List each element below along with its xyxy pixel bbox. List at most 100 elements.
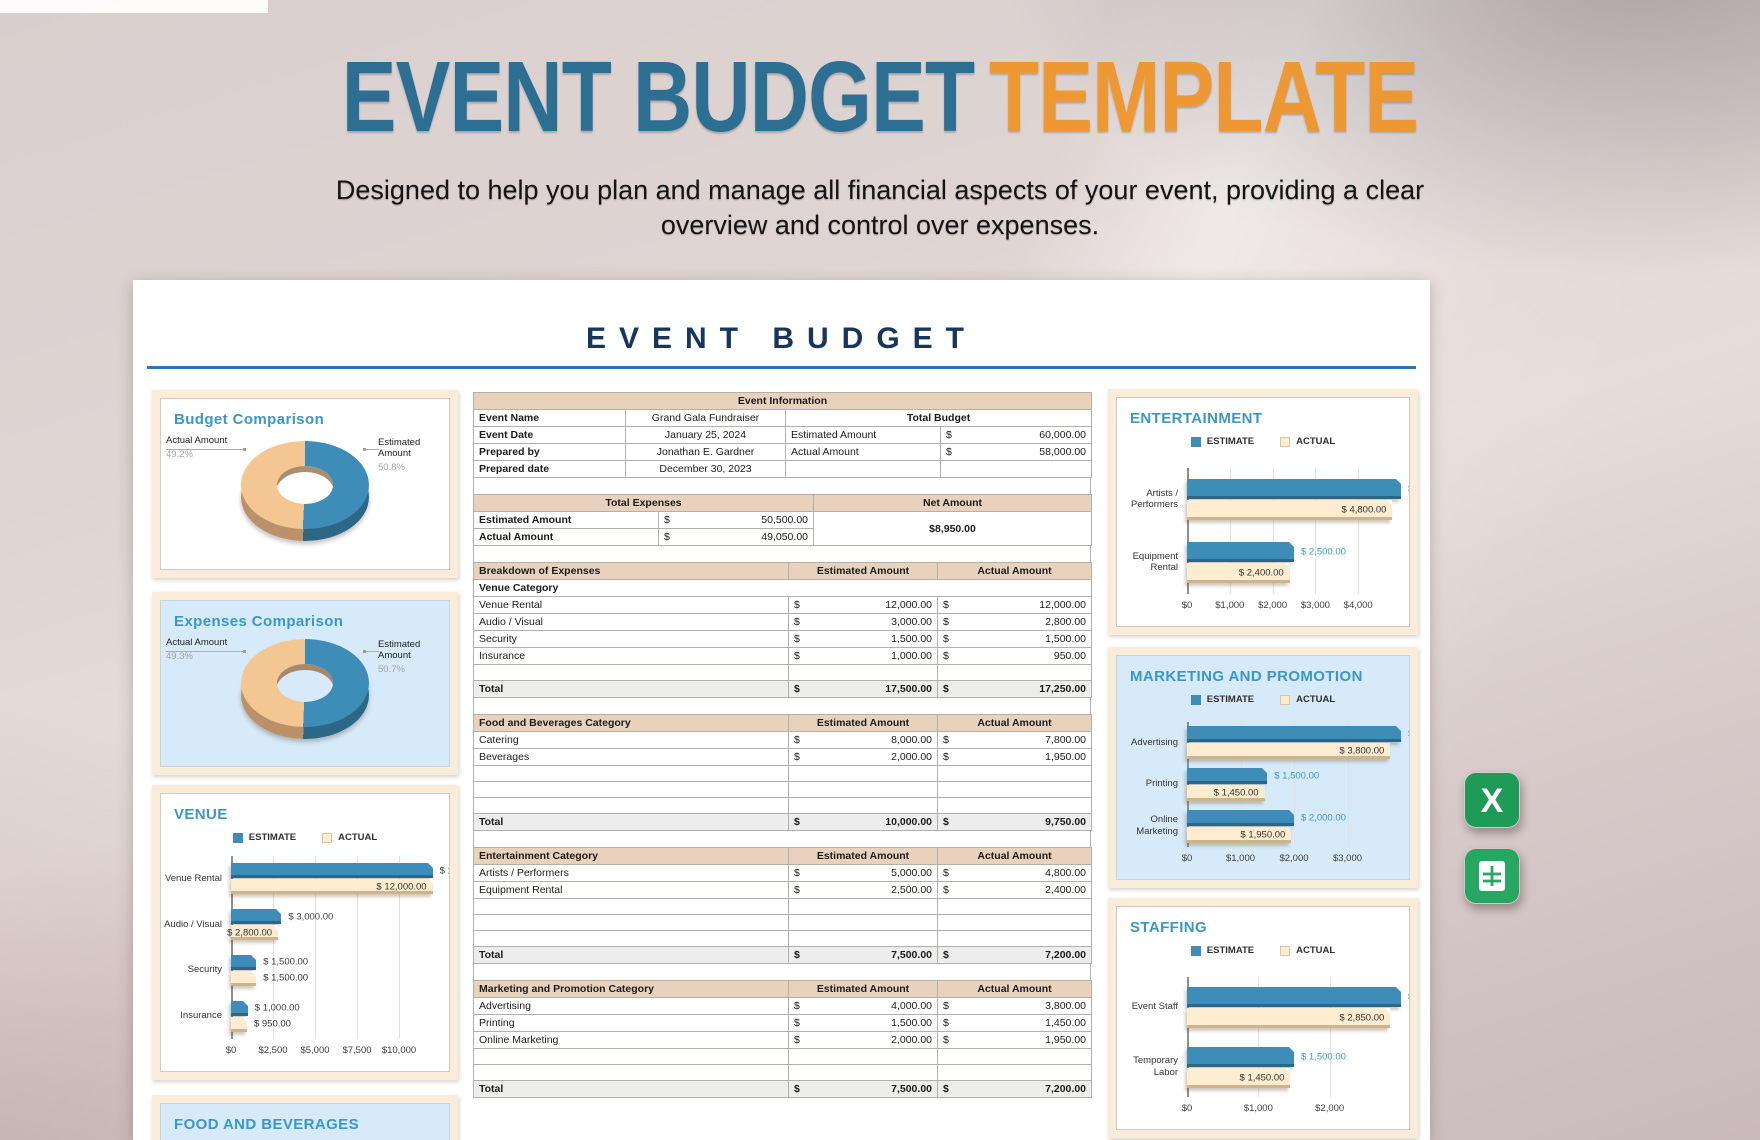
empty-row bbox=[473, 930, 1092, 947]
actual-bar-track: $ 2,800.00 bbox=[227, 925, 441, 941]
currency-symbol: $ bbox=[943, 867, 949, 879]
axis-tick-label: $0 bbox=[1181, 600, 1193, 611]
currency-symbol: $ bbox=[794, 751, 800, 763]
amount-value: 7,500.00 bbox=[891, 949, 932, 961]
amount-value: 8,000.00 bbox=[891, 734, 932, 746]
section-total-row: Total $7,500.00 $7,200.00 bbox=[473, 1080, 1092, 1098]
empty-row bbox=[473, 1048, 1092, 1065]
section-header-row: Entertainment Category Estimated Amount Ac… bbox=[473, 847, 1092, 865]
actual-swatch-icon bbox=[322, 832, 333, 843]
estimated-slice-label: Estimated Amount 50.8% bbox=[378, 437, 444, 473]
section-title-cell: Entertainment Category bbox=[473, 847, 789, 865]
estimate-bar-track: $ 1,000.00 bbox=[231, 1000, 441, 1016]
item-label-cell: Insurance bbox=[473, 647, 789, 665]
actual-bar-track: $ 1,950.00 bbox=[1187, 826, 1401, 843]
empty-cell bbox=[788, 930, 938, 947]
estimated-header-cell: Estimated Amount bbox=[788, 562, 938, 580]
empty-row bbox=[473, 781, 1092, 798]
gridline bbox=[315, 856, 316, 1039]
category-label: Printing bbox=[1145, 778, 1178, 790]
currency-symbol: $ bbox=[943, 949, 949, 961]
actual-bar bbox=[1187, 1007, 1391, 1028]
left-column: Budget Comparison Actual Amount 49.2% Est… bbox=[152, 390, 458, 1140]
bar-group: Equipment Rental $ 2,500.00 $ 2,400.00 bbox=[1133, 541, 1401, 584]
empty-cell bbox=[788, 1064, 938, 1081]
amount-cell: $49,050.00 bbox=[658, 528, 814, 546]
axis-tick-label: $2,000 bbox=[1258, 600, 1288, 611]
entertainment-bar-chart: Artists / Performers $ 5,000.00 $ 4,800.00… bbox=[1117, 468, 1409, 620]
amount-cell: $9,750.00 bbox=[937, 813, 1092, 831]
bar-group: Insurance $ 1,000.00 $ 950.00 bbox=[180, 1000, 441, 1033]
currency-symbol: $ bbox=[794, 867, 800, 879]
category-label: Temporary Labor bbox=[1133, 1055, 1178, 1078]
donut-hole bbox=[277, 664, 333, 702]
budget-template-card: EVENT BUDGET Budget Comparison Actual Am… bbox=[133, 280, 1430, 1140]
estimate-swatch-icon bbox=[1190, 945, 1201, 956]
table-row: Prepared date December 30, 2023 bbox=[473, 460, 1093, 478]
heading-divider bbox=[147, 366, 1416, 369]
google-sheets-format-badge[interactable] bbox=[1464, 848, 1520, 904]
currency-symbol: $ bbox=[943, 734, 949, 746]
staffing-chart-panel: STAFFING ESTIMATE ACTUAL Event Staff $ 3,… bbox=[1108, 898, 1418, 1138]
amount-value: 950.00 bbox=[1053, 650, 1086, 662]
legend-estimate: ESTIMATE bbox=[232, 832, 297, 843]
item-label-cell: Beverages bbox=[473, 748, 789, 766]
axis-tick-label: $1,000 bbox=[1225, 853, 1256, 864]
estimate-bar bbox=[1187, 1046, 1294, 1067]
bar-group: Printing $ 1,500.00 $ 1,450.00 bbox=[1146, 767, 1401, 802]
chart-x-axis: $0 $1,000 $2,000 $3,000 $4,000 bbox=[1182, 600, 1401, 615]
empty-cell bbox=[788, 664, 938, 681]
gridline bbox=[1358, 468, 1360, 594]
bar-group: Advertising $ 4,000.00 $ 3,800.00 bbox=[1131, 725, 1409, 760]
currency-symbol: $ bbox=[943, 1000, 949, 1012]
currency-symbol: $ bbox=[943, 1034, 949, 1046]
excel-format-badge[interactable]: X bbox=[1464, 772, 1520, 828]
currency-symbol: $ bbox=[943, 751, 949, 763]
total-label-cell: Total bbox=[473, 680, 789, 698]
amount-value: 50,500.00 bbox=[761, 514, 808, 526]
amount-cell: $1,950.00 bbox=[937, 1031, 1092, 1049]
field-label: Event Date bbox=[473, 426, 626, 444]
legend-actual: ACTUAL bbox=[1280, 945, 1335, 956]
actual-bar-track: $ 1,450.00 bbox=[1187, 1067, 1401, 1088]
axis-tick-label: $2,000 bbox=[1315, 1103, 1345, 1114]
table-row: Estimated Amount $50,500.00 $8,950.00 bbox=[473, 511, 1092, 546]
currency-symbol: $ bbox=[943, 884, 949, 896]
empty-cell bbox=[473, 914, 789, 931]
estimated-header-cell: Estimated Amount bbox=[788, 847, 938, 865]
bar-group: Temporary Labor $ 1,500.00 $ 1,450.00 bbox=[1133, 1046, 1401, 1089]
budget-comparison-donut-chart: Actual Amount 49.2% Estimated Amount 50.8% bbox=[161, 399, 449, 569]
bar-value-label: $ 5,000.00 bbox=[1408, 484, 1409, 495]
amount-cell: $50,500.00 bbox=[658, 511, 814, 529]
bar-value-label: $ 1,000.00 bbox=[254, 1002, 300, 1014]
staffing-bar-chart: Event Staff $ 3,000.00 $ 2,850.00 Temporary… bbox=[1117, 977, 1409, 1123]
actual-bar bbox=[1187, 826, 1292, 843]
amount-cell: $1,500.00 bbox=[788, 1014, 938, 1032]
empty-cell bbox=[785, 460, 941, 478]
section-title-cell: Food and Beverages Category bbox=[473, 714, 789, 732]
amount-cell: $58,000.00 bbox=[939, 443, 1093, 461]
amount-cell: $1,500.00 bbox=[788, 630, 938, 648]
venue-chart-title: VENUE bbox=[174, 806, 228, 823]
axis-line bbox=[1187, 977, 1189, 1097]
bar-value-label: $ 12,000.00 bbox=[439, 865, 449, 877]
expense-item-row: Advertising $4,000.00 $3,800.00 bbox=[473, 997, 1092, 1015]
axis-tick-label: $0 bbox=[225, 1045, 237, 1056]
empty-cell bbox=[473, 765, 789, 782]
currency-symbol: $ bbox=[943, 816, 949, 828]
section-total-row: Total $10,000.00 $9,750.00 bbox=[473, 813, 1092, 831]
net-amount-value: $8,950.00 bbox=[813, 511, 1092, 546]
actual-bar bbox=[1187, 743, 1391, 760]
amount-cell: $3,000.00 bbox=[788, 613, 938, 631]
entertainment-chart-title: ENTERTAINMENT bbox=[1130, 410, 1263, 427]
chart-plot: Artists / Performers $ 5,000.00 $ 4,800.00… bbox=[1131, 468, 1409, 594]
legend-label: ESTIMATE bbox=[248, 832, 297, 843]
estimate-swatch-icon bbox=[1190, 436, 1201, 447]
bar-value-label: $ 1,500.00 bbox=[1274, 770, 1320, 782]
currency-symbol: $ bbox=[794, 650, 800, 662]
event-info-table: Event Information Event Name Grand Gala … bbox=[472, 392, 1093, 478]
estimated-header-cell: Estimated Amount bbox=[788, 714, 938, 732]
entertainment-chart-panel: ENTERTAINMENT ESTIMATE ACTUAL Artists / … bbox=[1108, 389, 1418, 635]
empty-cell bbox=[473, 797, 789, 814]
page-title-teal: EVENT BUDGET bbox=[341, 41, 975, 153]
